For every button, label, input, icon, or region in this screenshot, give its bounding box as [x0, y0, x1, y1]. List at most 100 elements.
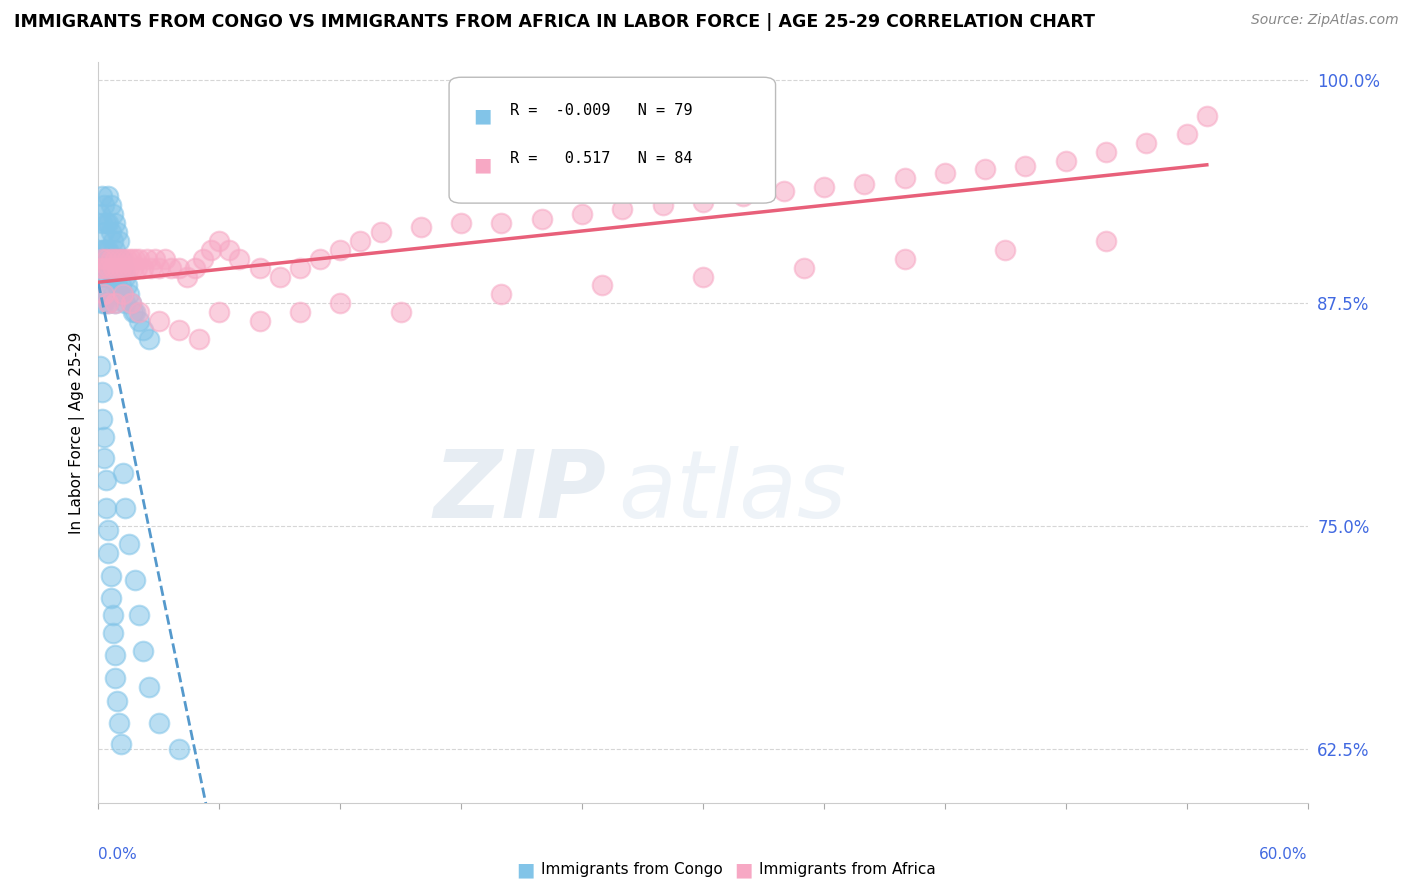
Point	[103, 671, 125, 685]
Point	[91, 243, 114, 257]
Point	[96, 473, 118, 487]
Point	[103, 216, 125, 230]
Point	[167, 323, 190, 337]
Point	[193, 252, 215, 266]
Point	[100, 569, 122, 583]
Point	[813, 180, 835, 194]
Point	[218, 243, 240, 257]
Point	[450, 216, 472, 230]
Point	[249, 260, 271, 275]
Point	[124, 573, 146, 587]
Point	[591, 278, 613, 293]
Point	[1095, 234, 1118, 248]
Point	[100, 591, 122, 605]
Point	[107, 260, 129, 275]
Point	[103, 252, 125, 266]
Point	[96, 287, 118, 301]
Point	[148, 260, 170, 275]
Text: Immigrants from Africa: Immigrants from Africa	[759, 863, 936, 877]
Point	[118, 287, 141, 301]
Point	[184, 260, 207, 275]
Point	[200, 243, 222, 257]
Point	[120, 252, 142, 266]
Point	[124, 252, 146, 266]
Text: R =   0.517   N = 84: R = 0.517 N = 84	[509, 152, 692, 166]
Point	[612, 202, 634, 216]
Point	[893, 171, 915, 186]
Text: ■: ■	[734, 860, 752, 880]
Point	[125, 260, 148, 275]
Point	[491, 216, 513, 230]
Point	[772, 184, 794, 198]
Point	[93, 260, 115, 275]
Point	[138, 680, 160, 694]
Point	[370, 225, 392, 239]
Point	[97, 189, 120, 203]
Point	[103, 648, 125, 662]
Point	[111, 466, 134, 480]
Y-axis label: In Labor Force | Age 25-29: In Labor Force | Age 25-29	[69, 332, 84, 533]
Point	[114, 260, 136, 275]
Point	[100, 252, 122, 266]
Point	[1195, 109, 1218, 123]
Point	[132, 260, 155, 275]
Point	[105, 260, 128, 275]
Text: IMMIGRANTS FROM CONGO VS IMMIGRANTS FROM AFRICA IN LABOR FORCE | AGE 25-29 CORRE: IMMIGRANTS FROM CONGO VS IMMIGRANTS FROM…	[14, 13, 1095, 31]
Point	[114, 269, 136, 284]
Point	[132, 323, 155, 337]
Point	[96, 243, 118, 257]
Point	[110, 252, 132, 266]
Text: R =  -0.009   N = 79: R = -0.009 N = 79	[509, 103, 692, 118]
Point	[994, 243, 1017, 257]
Point	[89, 260, 111, 275]
Point	[111, 287, 134, 301]
Point	[188, 332, 211, 346]
Point	[93, 430, 115, 444]
Point	[89, 207, 111, 221]
Point	[153, 252, 176, 266]
Point	[288, 305, 311, 319]
Point	[97, 216, 120, 230]
Point	[138, 332, 160, 346]
Point	[111, 260, 134, 275]
Point	[208, 305, 231, 319]
Point	[103, 296, 125, 310]
Text: Immigrants from Congo: Immigrants from Congo	[541, 863, 723, 877]
Point	[115, 278, 138, 293]
Point	[97, 546, 120, 560]
Point	[733, 189, 755, 203]
Point	[111, 287, 134, 301]
Point	[91, 296, 114, 310]
Point	[288, 260, 311, 275]
Point	[1054, 153, 1077, 168]
Point	[93, 243, 115, 257]
Text: atlas: atlas	[619, 446, 846, 537]
Point	[349, 234, 371, 248]
Point	[93, 451, 115, 466]
Point	[100, 252, 122, 266]
Point	[101, 260, 124, 275]
Text: Source: ZipAtlas.com: Source: ZipAtlas.com	[1251, 13, 1399, 28]
Point	[139, 260, 162, 275]
Point	[93, 225, 115, 239]
Point	[249, 314, 271, 328]
Point	[409, 219, 432, 234]
Point	[974, 162, 997, 177]
Point	[103, 296, 125, 310]
Point	[107, 287, 129, 301]
Point	[105, 252, 128, 266]
Point	[93, 269, 115, 284]
Point	[105, 278, 128, 293]
Point	[132, 644, 155, 658]
Point	[148, 314, 170, 328]
Point	[91, 385, 114, 400]
Point	[389, 305, 412, 319]
Point	[97, 243, 120, 257]
Point	[143, 252, 166, 266]
Point	[93, 287, 115, 301]
Point	[97, 260, 120, 275]
Point	[100, 225, 122, 239]
Point	[128, 314, 150, 328]
Point	[91, 412, 114, 426]
Point	[101, 234, 124, 248]
